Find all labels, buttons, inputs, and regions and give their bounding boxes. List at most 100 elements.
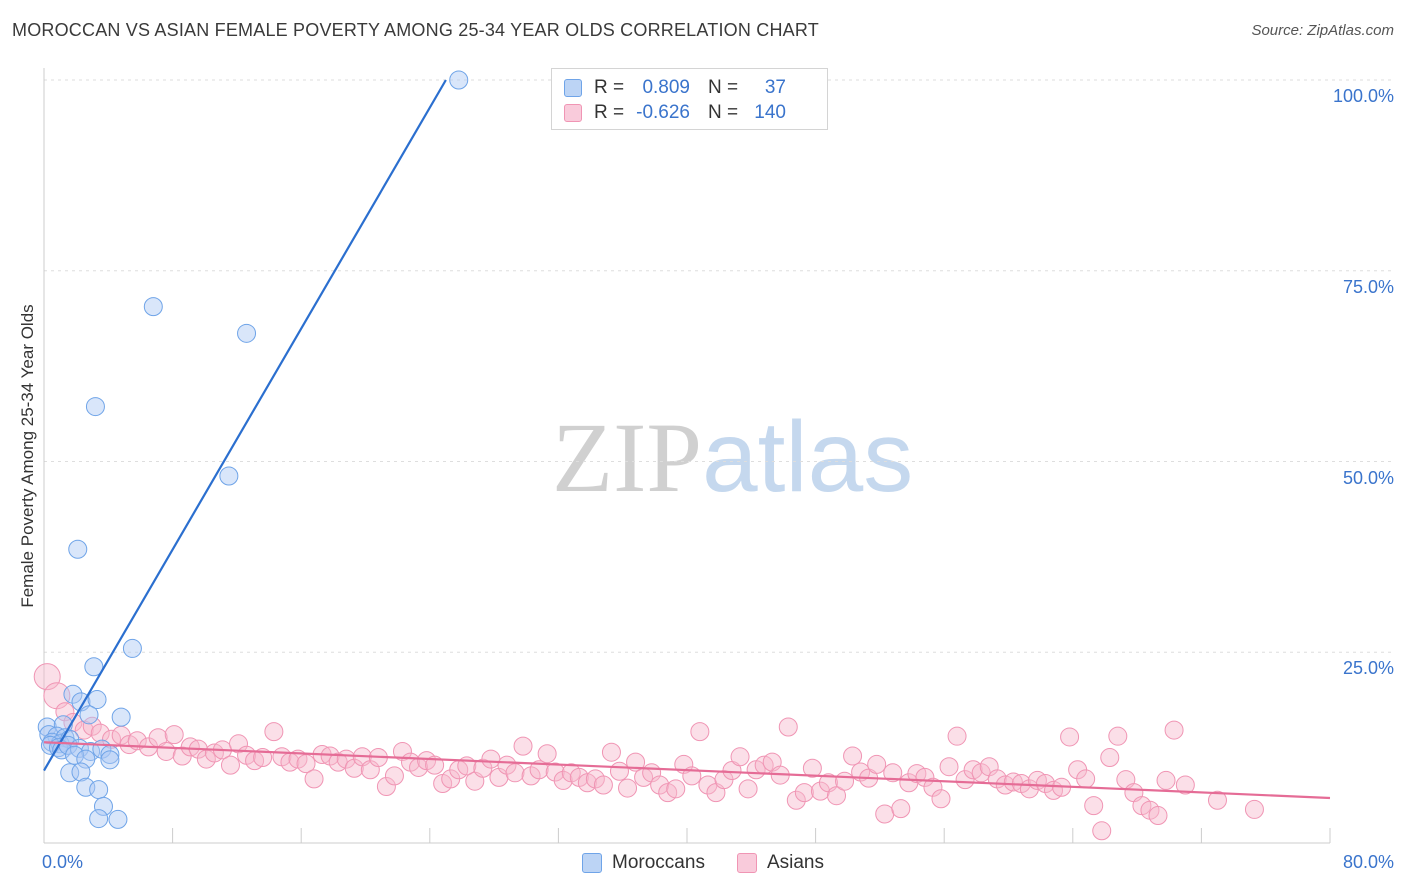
x-tick-label-min: 0.0%: [42, 852, 84, 872]
asian-point: [1148, 806, 1168, 826]
asian-point: [102, 729, 122, 749]
correlation-legend: R = 0.809 N = 37 R = -0.626 N = 140: [551, 68, 828, 130]
asian-point: [650, 775, 670, 795]
asian-point: [1003, 772, 1023, 792]
asians-trendline: [43, 741, 1331, 800]
asian-point: [955, 770, 975, 790]
r-label: R =: [594, 77, 625, 98]
asian-point: [229, 734, 249, 754]
asian-point: [505, 763, 525, 783]
moroccans-legend-swatch: [582, 853, 603, 873]
moroccan-point: [85, 397, 105, 417]
asian-point: [376, 777, 396, 797]
asian-point: [537, 744, 557, 764]
asians-legend-swatch: [736, 853, 757, 873]
moroccans-legend-label: Moroccans: [612, 852, 705, 873]
asian-point: [164, 725, 184, 745]
asian-point: [690, 722, 710, 742]
moroccan-point: [71, 762, 91, 782]
asian-point: [1156, 770, 1176, 790]
asian-point: [513, 736, 533, 756]
asian-point: [392, 741, 412, 761]
gridlines: [44, 79, 1394, 653]
moroccans-r-value: 0.809: [642, 77, 690, 98]
asian-point: [931, 789, 951, 809]
moroccan-point: [143, 297, 163, 317]
series-legend: Moroccans Asians: [0, 852, 1406, 874]
asian-point: [1076, 769, 1096, 789]
axes: [43, 68, 1331, 844]
asian-point: [883, 763, 903, 783]
y-tick-label: 25.0%: [1342, 658, 1394, 679]
asians-n-value: 140: [754, 102, 786, 123]
asian-point: [810, 781, 830, 801]
asian-point: [947, 726, 967, 746]
asian-point: [264, 722, 284, 742]
asian-point: [180, 737, 200, 757]
legend-row-moroccans: R = 0.809 N = 37: [564, 75, 786, 101]
asian-point: [1100, 748, 1120, 768]
asian-point: [1060, 727, 1080, 747]
n-label: N =: [708, 77, 739, 98]
asian-point: [843, 746, 863, 766]
moroccan-point: [84, 657, 104, 677]
y-tick-label: 75.0%: [1342, 276, 1394, 297]
asian-point: [497, 755, 517, 775]
asian-point: [867, 754, 887, 774]
asian-point: [545, 762, 565, 782]
n-label: N =: [708, 102, 739, 123]
moroccan-point: [449, 70, 469, 90]
asian-point: [835, 771, 855, 791]
asian-point: [1092, 821, 1112, 841]
asians-points: [33, 663, 1264, 841]
asian-point: [666, 779, 686, 799]
asian-point: [1175, 775, 1195, 795]
asian-point: [802, 758, 822, 778]
asian-point: [156, 741, 176, 761]
r-label: R =: [594, 102, 625, 123]
moroccan-point: [108, 809, 128, 829]
asian-point: [82, 716, 102, 736]
asian-point: [738, 779, 758, 799]
asians-r-value: -0.626: [636, 102, 690, 123]
moroccan-point: [65, 745, 85, 765]
moroccans-swatch: [564, 79, 582, 97]
moroccan-point: [63, 684, 83, 704]
asian-point: [1035, 773, 1055, 793]
legend-item-asians[interactable]: Asians: [736, 852, 824, 874]
asian-point: [1084, 796, 1104, 816]
asian-point: [593, 775, 613, 795]
moroccan-point: [89, 780, 109, 800]
moroccan-point: [89, 809, 109, 829]
asian-point: [778, 717, 798, 737]
legend-item-moroccans[interactable]: Moroccans: [582, 852, 705, 874]
trendlines: [43, 79, 1331, 800]
moroccans-trendline: [43, 79, 447, 772]
asian-point: [220, 755, 240, 775]
asian-point: [1108, 726, 1128, 746]
asian-point: [826, 786, 846, 806]
moroccan-point: [237, 323, 257, 343]
asians-swatch: [564, 104, 582, 122]
asian-point: [730, 747, 750, 767]
moroccan-point: [76, 749, 96, 769]
chart-title: MOROCCAN VS ASIAN FEMALE POVERTY AMONG 2…: [12, 20, 819, 40]
asian-point: [618, 778, 638, 798]
moroccans-points: [37, 70, 469, 829]
moroccan-point: [219, 466, 239, 486]
asian-point: [601, 742, 621, 762]
x-tick-label-max: 80.0%: [1342, 852, 1394, 872]
asian-point: [891, 799, 911, 819]
moroccan-point: [93, 796, 113, 816]
asians-legend-label: Asians: [766, 852, 824, 873]
asian-point: [915, 767, 935, 787]
moroccan-point: [87, 690, 107, 710]
asian-point: [875, 804, 895, 824]
asian-point: [90, 723, 110, 743]
asian-point: [1164, 720, 1184, 740]
asian-point: [939, 757, 959, 777]
y-tick-label: 50.0%: [1342, 467, 1394, 488]
y-tick-label: 100.0%: [1332, 86, 1394, 106]
asian-point: [923, 777, 943, 797]
